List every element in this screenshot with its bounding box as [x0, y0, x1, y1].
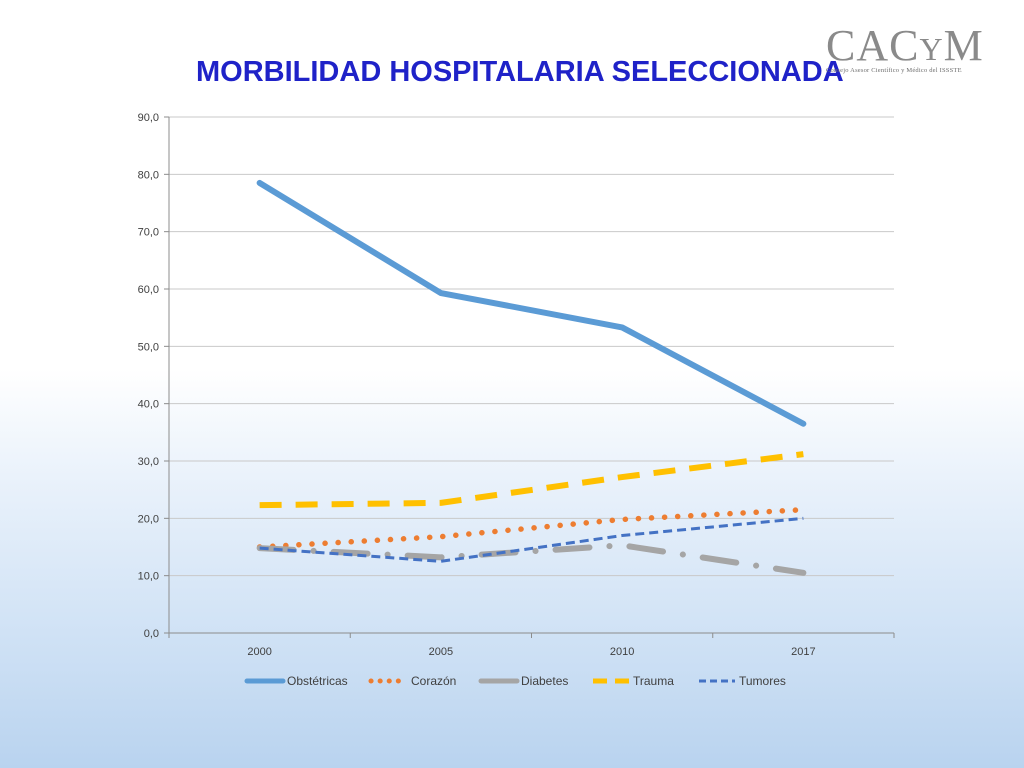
- logo-wordmark: CACYM: [826, 21, 984, 70]
- axes: 0,0 10,0 20,0 30,0 40,0 50,0 60,0 70,0 80,0 90,0 2…: [138, 112, 895, 658]
- y-tick-label: 90,0: [138, 112, 159, 124]
- gridlines: [169, 116, 894, 577]
- series-line: [256, 179, 807, 427]
- legend-label: Corazón: [411, 674, 456, 688]
- cacym-logo: CACYM Consejo Asesor Científico y Médico…: [826, 24, 994, 76]
- y-tick-label: 40,0: [138, 399, 159, 411]
- legend: Obstétricas Corazón Diabetes Trauma Tumores: [244, 674, 786, 688]
- series-lines: [256, 179, 807, 576]
- series-line: [256, 542, 807, 576]
- series-line: [256, 506, 807, 550]
- y-tick-label: 60,0: [138, 284, 159, 296]
- y-tick-label: 30,0: [138, 456, 159, 468]
- x-tick-label: 2010: [610, 646, 634, 658]
- legend-label: Tumores: [739, 674, 786, 688]
- legend-label: Diabetes: [521, 674, 568, 688]
- x-tick-label: 2000: [247, 646, 271, 658]
- series-line: [259, 451, 804, 509]
- x-tick-label: 2005: [429, 646, 453, 658]
- y-tick-label: 70,0: [138, 227, 159, 239]
- y-tick-label: 20,0: [138, 513, 159, 525]
- y-tick-label: 0,0: [144, 628, 159, 640]
- logo-subtitle: Consejo Asesor Científico y Médico del I…: [826, 67, 962, 74]
- y-tick-label: 50,0: [138, 341, 159, 353]
- legend-label: Trauma: [633, 674, 674, 688]
- legend-label: Obstétricas: [287, 674, 348, 688]
- y-tick-label: 10,0: [138, 571, 159, 583]
- series-line: [259, 516, 804, 563]
- y-tick-label: 80,0: [138, 169, 159, 181]
- chart-title: MORBILIDAD HOSPITALARIA SELECCIONADA: [196, 56, 844, 88]
- x-tick-label: 2017: [791, 646, 815, 658]
